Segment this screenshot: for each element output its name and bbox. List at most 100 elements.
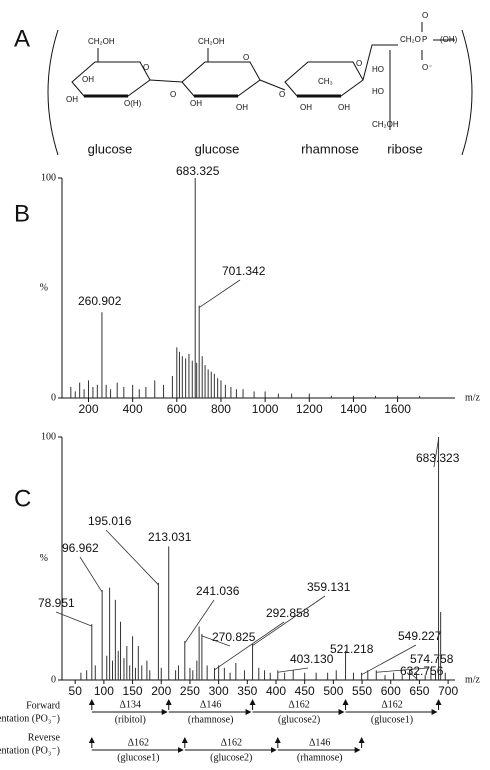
- x-axis-label: m/z: [465, 674, 481, 685]
- atom-label: CH₂OH: [372, 120, 399, 129]
- segment-name: (glucose2): [278, 714, 320, 725]
- x-tick-label: 200: [151, 684, 171, 698]
- atom-label: O⁻: [422, 63, 432, 72]
- row-label: Fragmentation (PO₃⁻): [0, 745, 60, 756]
- segment-name: (glucose1): [117, 752, 159, 763]
- atom-label: OH: [190, 99, 202, 108]
- x-tick-label: 150: [123, 684, 143, 698]
- leader-line: [184, 599, 215, 644]
- atom-label: O: [143, 63, 149, 72]
- atom-label: O: [279, 90, 285, 99]
- segment-delta: Δ162: [381, 699, 402, 710]
- segment-name: (rhamnose): [188, 714, 234, 725]
- peak-label: 270.825: [212, 630, 256, 644]
- x-tick-label: 500: [323, 684, 343, 698]
- x-tick-label: 200: [78, 402, 98, 416]
- x-tick-label: 250: [180, 684, 200, 698]
- leader-line: [79, 556, 103, 593]
- y-tick-label: 0: [51, 674, 56, 685]
- atom-label: OH: [66, 95, 78, 104]
- leader-line: [277, 667, 309, 673]
- residue-label: rhamnose: [301, 141, 359, 156]
- segment-name: (glucose2): [210, 752, 252, 763]
- atom-label: OH: [338, 103, 350, 112]
- y-axis-label: %: [40, 553, 48, 564]
- x-tick-label: 300: [209, 684, 229, 698]
- leader-line: [198, 279, 241, 308]
- x-tick-label: 600: [167, 402, 187, 416]
- x-tick-label: 1400: [340, 402, 367, 416]
- segment-name: (ribitol): [115, 714, 146, 725]
- y-tick-label: 0: [51, 392, 56, 403]
- x-tick-label: 1600: [384, 402, 411, 416]
- peak-label: 403.130: [290, 652, 334, 666]
- x-tick-label: 400: [266, 684, 286, 698]
- residue-label: glucose: [195, 141, 240, 156]
- peak-label: 521.218: [330, 642, 374, 656]
- peak-label: 574.758: [410, 652, 454, 666]
- peak-label: 292.858: [266, 606, 310, 620]
- atom-label: CH₃: [318, 77, 333, 86]
- atom-label: OH: [300, 103, 312, 112]
- peak-label: 683.325: [176, 164, 220, 178]
- peak-label: 213.031: [148, 530, 192, 544]
- structure: [47, 22, 473, 156]
- segment-delta: Δ162: [288, 699, 309, 710]
- x-axis-label: m/z: [465, 392, 481, 403]
- atom-label: CH₂O: [400, 35, 421, 44]
- leader-line: [55, 611, 92, 627]
- x-tick-label: 400: [123, 402, 143, 416]
- residue-label: ribose: [387, 141, 422, 156]
- row-label: Fragmentation (PO₃⁻): [0, 713, 60, 724]
- segment-delta: Δ162: [221, 737, 242, 748]
- panel-letter: B: [14, 200, 30, 227]
- x-tick-label: 1000: [252, 402, 279, 416]
- bond: [149, 44, 398, 130]
- atom-label: HO: [372, 65, 384, 74]
- x-tick-label: 650: [409, 684, 429, 698]
- segment-delta: Δ146: [309, 737, 330, 748]
- y-axis-label: %: [40, 282, 48, 293]
- atom-label: P: [422, 35, 427, 44]
- peak-label: 701.342: [222, 264, 266, 278]
- leader-line: [252, 595, 326, 646]
- x-tick-label: 800: [211, 402, 231, 416]
- peak-label: 359.131: [307, 580, 351, 594]
- x-tick-label: 450: [295, 684, 315, 698]
- panel-letter: C: [14, 485, 31, 512]
- segment-delta: Δ162: [128, 737, 149, 748]
- segment-delta: Δ134: [120, 699, 141, 710]
- peak-label: 632.756: [400, 664, 444, 678]
- peak-label: 78.951: [38, 596, 75, 610]
- atom-label: O: [243, 53, 249, 62]
- x-tick-label: 1200: [296, 402, 323, 416]
- segment-name: (glucose1): [371, 714, 413, 725]
- peak-label: 260.902: [78, 294, 122, 308]
- atom-label: CH₂OH: [88, 37, 115, 46]
- atom-label: OH: [82, 75, 94, 84]
- residue-label: glucose: [88, 141, 133, 156]
- leader-line: [201, 635, 231, 647]
- atom-label: O: [170, 90, 176, 99]
- leader-line: [214, 621, 285, 671]
- leader-line: [433, 438, 439, 468]
- atom-label: CH₂OH: [198, 37, 225, 46]
- atom-label: (OH): [440, 35, 458, 44]
- bond: [97, 22, 455, 62]
- atom-label: O: [356, 59, 362, 68]
- atom-label: OH: [236, 103, 248, 112]
- x-tick-label: 350: [237, 684, 257, 698]
- bracket: [461, 29, 473, 156]
- leader-line: [376, 667, 429, 673]
- peak-label: 683.323: [416, 451, 460, 465]
- x-tick-label: 700: [438, 684, 458, 698]
- x-tick-label: 100: [94, 684, 114, 698]
- segment-delta: Δ146: [200, 699, 221, 710]
- peak-label: 96.962: [62, 541, 99, 555]
- row-label: Forward: [26, 700, 60, 711]
- y-tick-label: 100: [41, 172, 56, 183]
- panel-letter: A: [14, 25, 30, 52]
- peak-label: 195.016: [88, 514, 132, 528]
